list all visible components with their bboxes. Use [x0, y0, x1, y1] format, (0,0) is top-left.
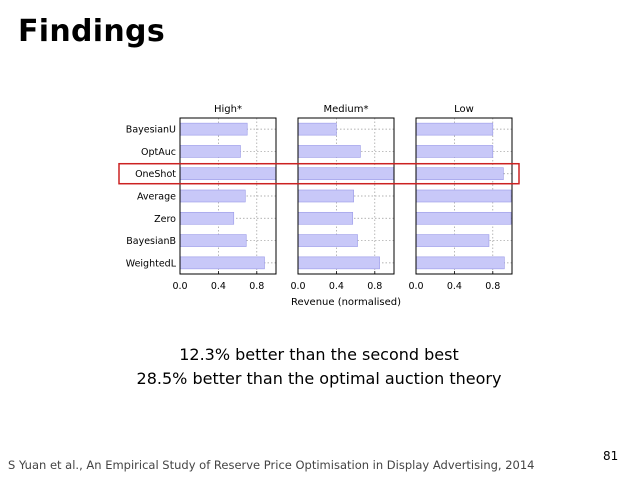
category-label-average: Average: [137, 192, 176, 203]
bar-high-weightedl: [179, 256, 265, 270]
category-label-bayesianu: BayesianU: [126, 125, 176, 136]
bar-medium-bayesianb: [297, 234, 358, 247]
category-label-bayesianb: BayesianB: [126, 236, 176, 247]
highlight-box-oneshot: [118, 162, 520, 185]
category-label-weightedl: WeightedL: [126, 258, 177, 269]
slide-title: Findings: [18, 14, 165, 49]
panel-frame-low: [415, 117, 513, 275]
bar-low-optauc: [415, 145, 494, 158]
bar-medium-oneshot: [297, 167, 395, 181]
slide-number: 81: [603, 449, 619, 463]
bar-medium-average: [297, 189, 354, 203]
xtick-label-low-0: 0.0: [408, 281, 423, 292]
xtick-label-medium-0: 0.0: [290, 281, 305, 292]
xtick-label-medium-2: 0.8: [367, 281, 382, 292]
bar-medium-zero: [297, 211, 354, 225]
bar-low-bayesianu: [415, 122, 494, 136]
bar-high-oneshot: [179, 167, 277, 181]
bar-low-bayesianb: [415, 234, 490, 247]
bar-high-zero: [179, 211, 235, 225]
bar-medium-bayesianu: [297, 122, 337, 136]
xtick-label-high-2: 0.8: [249, 281, 264, 292]
bar-high-average: [179, 189, 246, 203]
panel-title-medium: Medium*: [324, 104, 369, 115]
bar-low-weightedl: [415, 256, 505, 270]
bar-low-zero: [415, 211, 512, 225]
category-label-optauc: OptAuc: [141, 147, 176, 158]
caption-second-best: 12.3% better than the second best: [179, 345, 459, 364]
panel-frame-medium: [297, 117, 395, 275]
bar-medium-weightedl: [297, 256, 380, 270]
xtick-label-high-0: 0.0: [172, 281, 187, 292]
xtick-label-high-1: 0.4: [211, 281, 226, 292]
caption-optimal-auction: 28.5% better than the optimal auction th…: [136, 369, 502, 388]
xtick-label-medium-1: 0.4: [329, 281, 344, 292]
category-label-zero: Zero: [154, 214, 176, 225]
bar-medium-optauc: [297, 145, 361, 158]
x-axis-label: Revenue (normalised): [291, 297, 401, 308]
citation: S Yuan et al., An Empirical Study of Res…: [8, 458, 535, 472]
bar-high-bayesianb: [179, 234, 247, 247]
panel-title-high: High*: [214, 104, 242, 115]
panel-frame-high: [179, 117, 277, 275]
category-label-oneshot: OneShot: [135, 169, 176, 180]
bar-high-optauc: [179, 145, 241, 158]
xtick-label-low-1: 0.4: [447, 281, 462, 292]
panel-title-low: Low: [454, 104, 474, 115]
bar-high-bayesianu: [179, 122, 248, 136]
xtick-label-low-2: 0.8: [485, 281, 500, 292]
bar-low-oneshot: [415, 167, 504, 181]
bar-low-average: [415, 189, 512, 203]
